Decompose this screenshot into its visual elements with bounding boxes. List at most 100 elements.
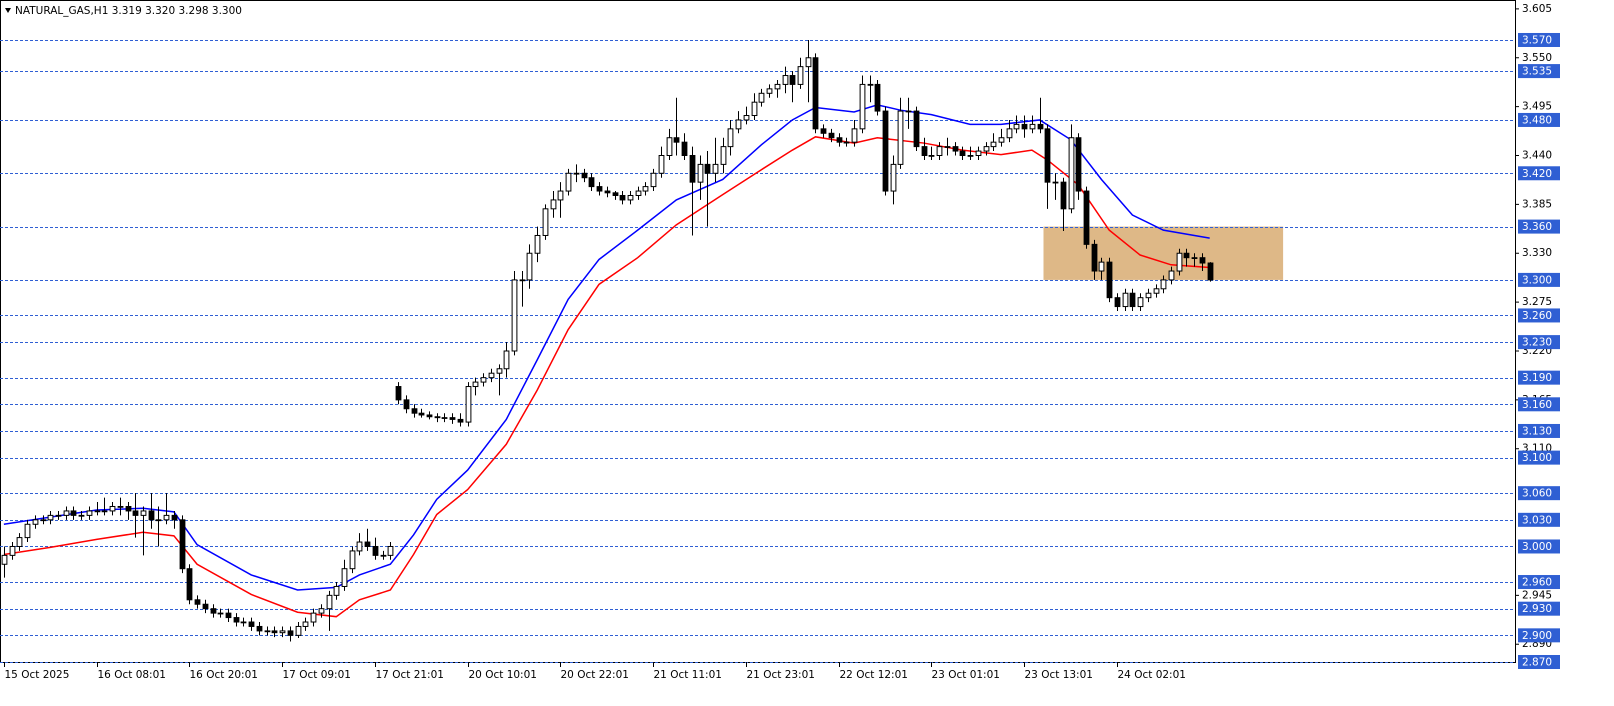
candle-body: [928, 155, 935, 157]
level-label-box: [1518, 219, 1560, 234]
candle-body: [534, 234, 541, 254]
candle-body: [411, 408, 418, 414]
candle-body: [109, 505, 116, 512]
level-label: 2.900: [1522, 630, 1552, 642]
candle-body: [1060, 181, 1067, 210]
candle-body: [1075, 137, 1082, 192]
candle-body: [457, 418, 464, 423]
candle-body: [604, 190, 611, 194]
candle-body: [24, 523, 31, 539]
candle-body: [132, 510, 139, 516]
candle-body: [9, 545, 16, 556]
level-label-box: [1518, 601, 1560, 616]
candle-body: [1137, 297, 1144, 308]
candle-body: [836, 137, 843, 143]
candle-body: [689, 155, 696, 183]
candle-body: [271, 630, 278, 634]
candle-body: [256, 625, 263, 632]
candle-body: [503, 350, 510, 370]
candle-body: [1106, 261, 1113, 299]
candle-body: [186, 568, 193, 601]
candle-body: [658, 155, 665, 174]
x-tick-label: 21 Oct 11:01: [654, 669, 722, 681]
level-label: 3.420: [1522, 168, 1552, 180]
candle-body: [225, 612, 232, 619]
candle-body: [697, 163, 704, 183]
candle-body: [426, 414, 433, 418]
candle-body: [395, 386, 402, 401]
candle-body: [434, 416, 441, 419]
candle-body: [140, 510, 147, 516]
candle-body: [94, 510, 101, 513]
moving-average-line: [3, 136, 1210, 618]
x-tick-label: 23 Oct 13:01: [1025, 669, 1093, 681]
candle-body: [967, 155, 974, 157]
candle-body: [913, 110, 920, 148]
x-tick-label: 17 Oct 21:01: [376, 669, 444, 681]
level-label: 2.930: [1522, 603, 1552, 615]
candle-body: [449, 417, 456, 420]
candle-body: [812, 57, 819, 130]
candle-body: [890, 163, 897, 192]
candle-body: [743, 115, 750, 121]
y-tick-label: 3.330: [1522, 247, 1552, 259]
candle-body: [681, 141, 688, 157]
candle-body: [295, 625, 302, 636]
candle-body: [550, 199, 557, 210]
candle-body: [318, 608, 325, 614]
x-tick-label: 15 Oct 2025: [5, 669, 70, 681]
candle-body: [789, 75, 796, 85]
level-label-box: [1518, 308, 1560, 323]
x-tick-label: 17 Oct 09:01: [283, 669, 351, 681]
candle-body: [897, 110, 904, 165]
candle-body: [287, 630, 294, 636]
candle-body: [326, 594, 333, 610]
candle-body: [117, 505, 124, 508]
candle-body: [465, 386, 472, 423]
y-tick-label: 3.440: [1522, 150, 1552, 162]
candle-body: [1168, 270, 1175, 281]
level-label-box: [1518, 450, 1560, 465]
candle-body: [727, 128, 734, 148]
level-label-box: [1518, 423, 1560, 438]
candle-body: [666, 137, 673, 157]
candle-body: [820, 128, 827, 134]
candle-body: [364, 541, 371, 547]
level-label-box: [1518, 64, 1560, 79]
candle-body: [1037, 123, 1044, 130]
candle-body: [302, 621, 309, 627]
candle-body: [1, 554, 8, 565]
level-label: 3.535: [1522, 66, 1552, 78]
candle-body: [40, 519, 47, 522]
candle-body: [1122, 292, 1129, 308]
x-tick-label: 16 Oct 20:01: [190, 669, 258, 681]
y-tick-label: 3.495: [1522, 101, 1552, 113]
candle-body: [712, 163, 719, 174]
candle-body: [63, 510, 70, 516]
candle-body: [650, 172, 657, 188]
candle-body: [704, 163, 711, 174]
level-label-box: [1518, 486, 1560, 501]
candle-body: [959, 150, 966, 157]
y-tick-label: 3.275: [1522, 296, 1552, 308]
level-label: 3.570: [1522, 34, 1552, 46]
candle-body: [1176, 252, 1183, 272]
candle-body: [573, 172, 580, 175]
level-label-box: [1518, 335, 1560, 350]
candle-body: [874, 83, 881, 112]
candle-body: [1114, 297, 1121, 308]
level-label: 3.030: [1522, 514, 1552, 526]
candle-body: [155, 519, 162, 522]
candle-body: [867, 83, 874, 86]
level-label: 3.190: [1522, 372, 1552, 384]
candle-body: [1052, 181, 1059, 184]
candle-body: [16, 537, 23, 547]
candle-body: [720, 146, 727, 165]
candle-body: [472, 381, 479, 388]
candle-body: [983, 146, 990, 152]
candle-body: [735, 119, 742, 130]
level-label: 2.960: [1522, 577, 1552, 589]
candle-body: [944, 146, 951, 148]
x-tick-label: 21 Oct 23:01: [747, 669, 815, 681]
level-label-box: [1518, 539, 1560, 554]
